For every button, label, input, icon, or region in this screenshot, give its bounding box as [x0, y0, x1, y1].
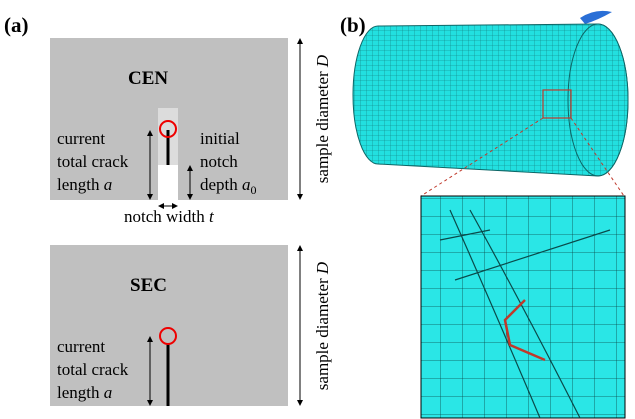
text: length [57, 175, 100, 194]
text: initial [200, 129, 240, 148]
symbol: D [313, 54, 332, 68]
text: notch width t [124, 207, 215, 226]
sec-diagram: SEC current total crack length a sample … [50, 245, 332, 406]
panel-label: (a) [4, 13, 29, 37]
symbol: t [209, 207, 215, 226]
text: length [57, 383, 100, 402]
text: notch [200, 152, 238, 171]
text: current [57, 129, 105, 148]
symbol: a [104, 175, 113, 194]
subscript: 0 [251, 183, 257, 197]
text: total crack [57, 360, 129, 379]
text: sample diameter D [313, 261, 332, 390]
figure: (a) CEN current total crack length a ini… [0, 0, 635, 419]
text: depth [200, 175, 238, 194]
text: notch width [124, 207, 205, 226]
fixture [580, 11, 612, 24]
cylinder-model [353, 11, 628, 196]
cen-diagram: CEN current total crack length a initial… [50, 38, 332, 226]
title: SEC [130, 275, 167, 296]
text: depth a0 [200, 175, 257, 197]
symbol: a [104, 383, 113, 402]
notch [158, 165, 178, 200]
text: sample diameter [313, 71, 332, 183]
text: length a [57, 175, 112, 194]
text: sample diameter [313, 278, 332, 390]
symbol: a [242, 175, 251, 194]
text: length a [57, 383, 112, 402]
text: current [57, 337, 105, 356]
symbol: D [313, 261, 332, 275]
zoom-view [421, 196, 625, 418]
panel-label: (b) [340, 13, 366, 37]
text: sample diameter D [313, 54, 332, 183]
title: CEN [128, 68, 168, 89]
text: total crack [57, 152, 129, 171]
cylinder-end [568, 24, 628, 176]
